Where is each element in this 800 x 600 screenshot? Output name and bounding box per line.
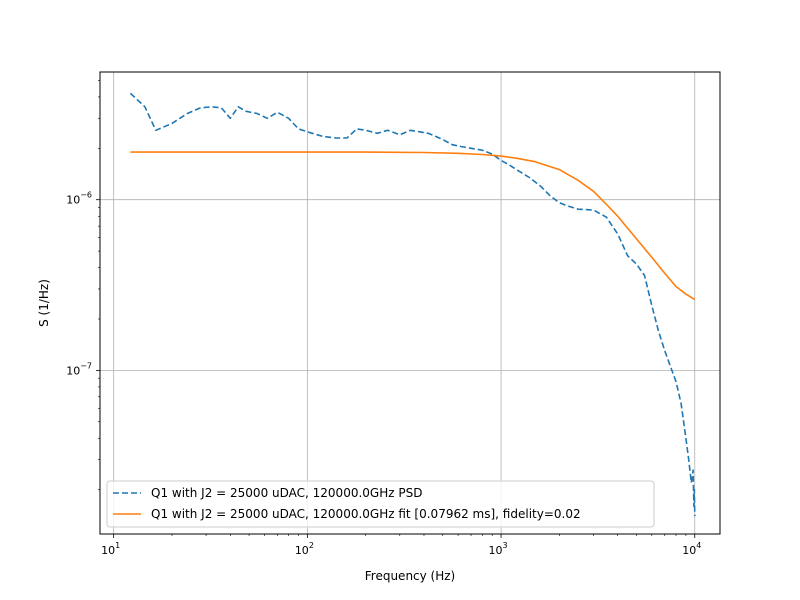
y-axis-label: S (1/Hz) bbox=[37, 279, 51, 327]
x-tick-exponent: 1 bbox=[115, 541, 120, 550]
x-tick-base: 10 bbox=[101, 544, 115, 557]
y-tick-base: 10 bbox=[66, 364, 80, 377]
x-tick-label: 101 bbox=[101, 541, 120, 557]
x-tick-exponent: 2 bbox=[309, 541, 314, 550]
y-tick-label: 10−7 bbox=[66, 361, 92, 377]
y-tick-exponent: −6 bbox=[80, 191, 92, 200]
legend-box bbox=[106, 480, 655, 528]
legend-label-psd: Q1 with J2 = 25000 uDAC, 120000.0GHz PSD bbox=[151, 486, 422, 500]
x-axis-label: Frequency (Hz) bbox=[365, 569, 456, 583]
fit-series-line bbox=[130, 151, 696, 301]
x-tick-base: 10 bbox=[295, 544, 309, 557]
x-tick-label: 104 bbox=[682, 541, 701, 557]
x-tick-label: 103 bbox=[489, 541, 508, 557]
y-tick-base: 10 bbox=[66, 194, 80, 207]
x-tick-label: 102 bbox=[295, 541, 314, 557]
psd-series-line bbox=[129, 92, 696, 517]
y-tick-label: 10−6 bbox=[66, 191, 92, 207]
legend: Q1 with J2 = 25000 uDAC, 120000.0GHz PSD… bbox=[106, 480, 655, 528]
legend-label-fit: Q1 with J2 = 25000 uDAC, 120000.0GHz fit… bbox=[151, 507, 581, 521]
x-tick-exponent: 4 bbox=[696, 541, 701, 550]
plot-area bbox=[100, 72, 720, 534]
series-layer bbox=[129, 92, 696, 517]
x-tick-base: 10 bbox=[682, 544, 696, 557]
x-tick-exponent: 3 bbox=[503, 541, 508, 550]
y-tick-exponent: −7 bbox=[80, 361, 92, 370]
x-tick-base: 10 bbox=[489, 544, 503, 557]
grid-lines bbox=[100, 72, 720, 534]
plot-frame bbox=[99, 71, 721, 535]
